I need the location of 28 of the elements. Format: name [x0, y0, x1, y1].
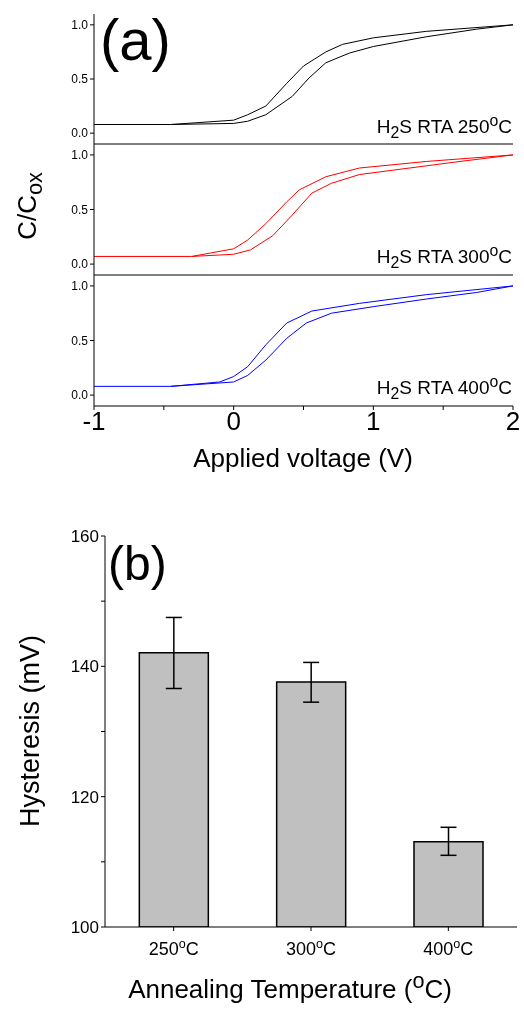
x-axis-title: Annealing Temperature ($^{o}$C) — [128, 968, 452, 1005]
y-tick-label: 0.5 — [71, 72, 89, 87]
y-tick-label: 1.0 — [71, 18, 89, 33]
y-tick-label: 0.5 — [71, 202, 89, 217]
y-tick-label: 0.0 — [71, 126, 89, 141]
y-tick-label: 0.0 — [71, 388, 89, 403]
y-tick-label: 100 — [70, 918, 99, 938]
y-tick-label: 1.0 — [71, 279, 89, 294]
x-tick-label: 300$^{o}$C — [285, 937, 337, 959]
x-axis-title: Applied voltage (V) — [193, 443, 413, 474]
y-tick-label: 1.0 — [71, 148, 89, 163]
x-tick-label: 250$^{o}$C — [148, 937, 199, 959]
annotation: (a) — [100, 7, 171, 72]
annotation: (b) — [108, 537, 167, 591]
x-tick-label: 1 — [366, 406, 381, 437]
annotation: H$_{2}$S RTA 250$^{o}$C — [376, 112, 512, 142]
x-tick-label: 2 — [505, 406, 521, 437]
x-tick-label: 0 — [226, 406, 241, 437]
x-tick-label: 400$^{o}$C — [423, 937, 474, 959]
annotation: H$_{2}$S RTA 400$^{o}$C — [376, 373, 512, 403]
y-tick-label: 0.0 — [71, 257, 89, 272]
y-tick-label: 0.5 — [71, 333, 89, 348]
annotation: H$_{2}$S RTA 300$^{o}$C — [376, 242, 512, 272]
y-tick-label: 140 — [70, 657, 99, 677]
x-tick-label: -1 — [82, 406, 106, 437]
y-tick-label: 120 — [70, 787, 99, 807]
y-axis-title: Hysteresis (mV) — [14, 634, 46, 828]
y-tick-label: 160 — [70, 527, 99, 547]
